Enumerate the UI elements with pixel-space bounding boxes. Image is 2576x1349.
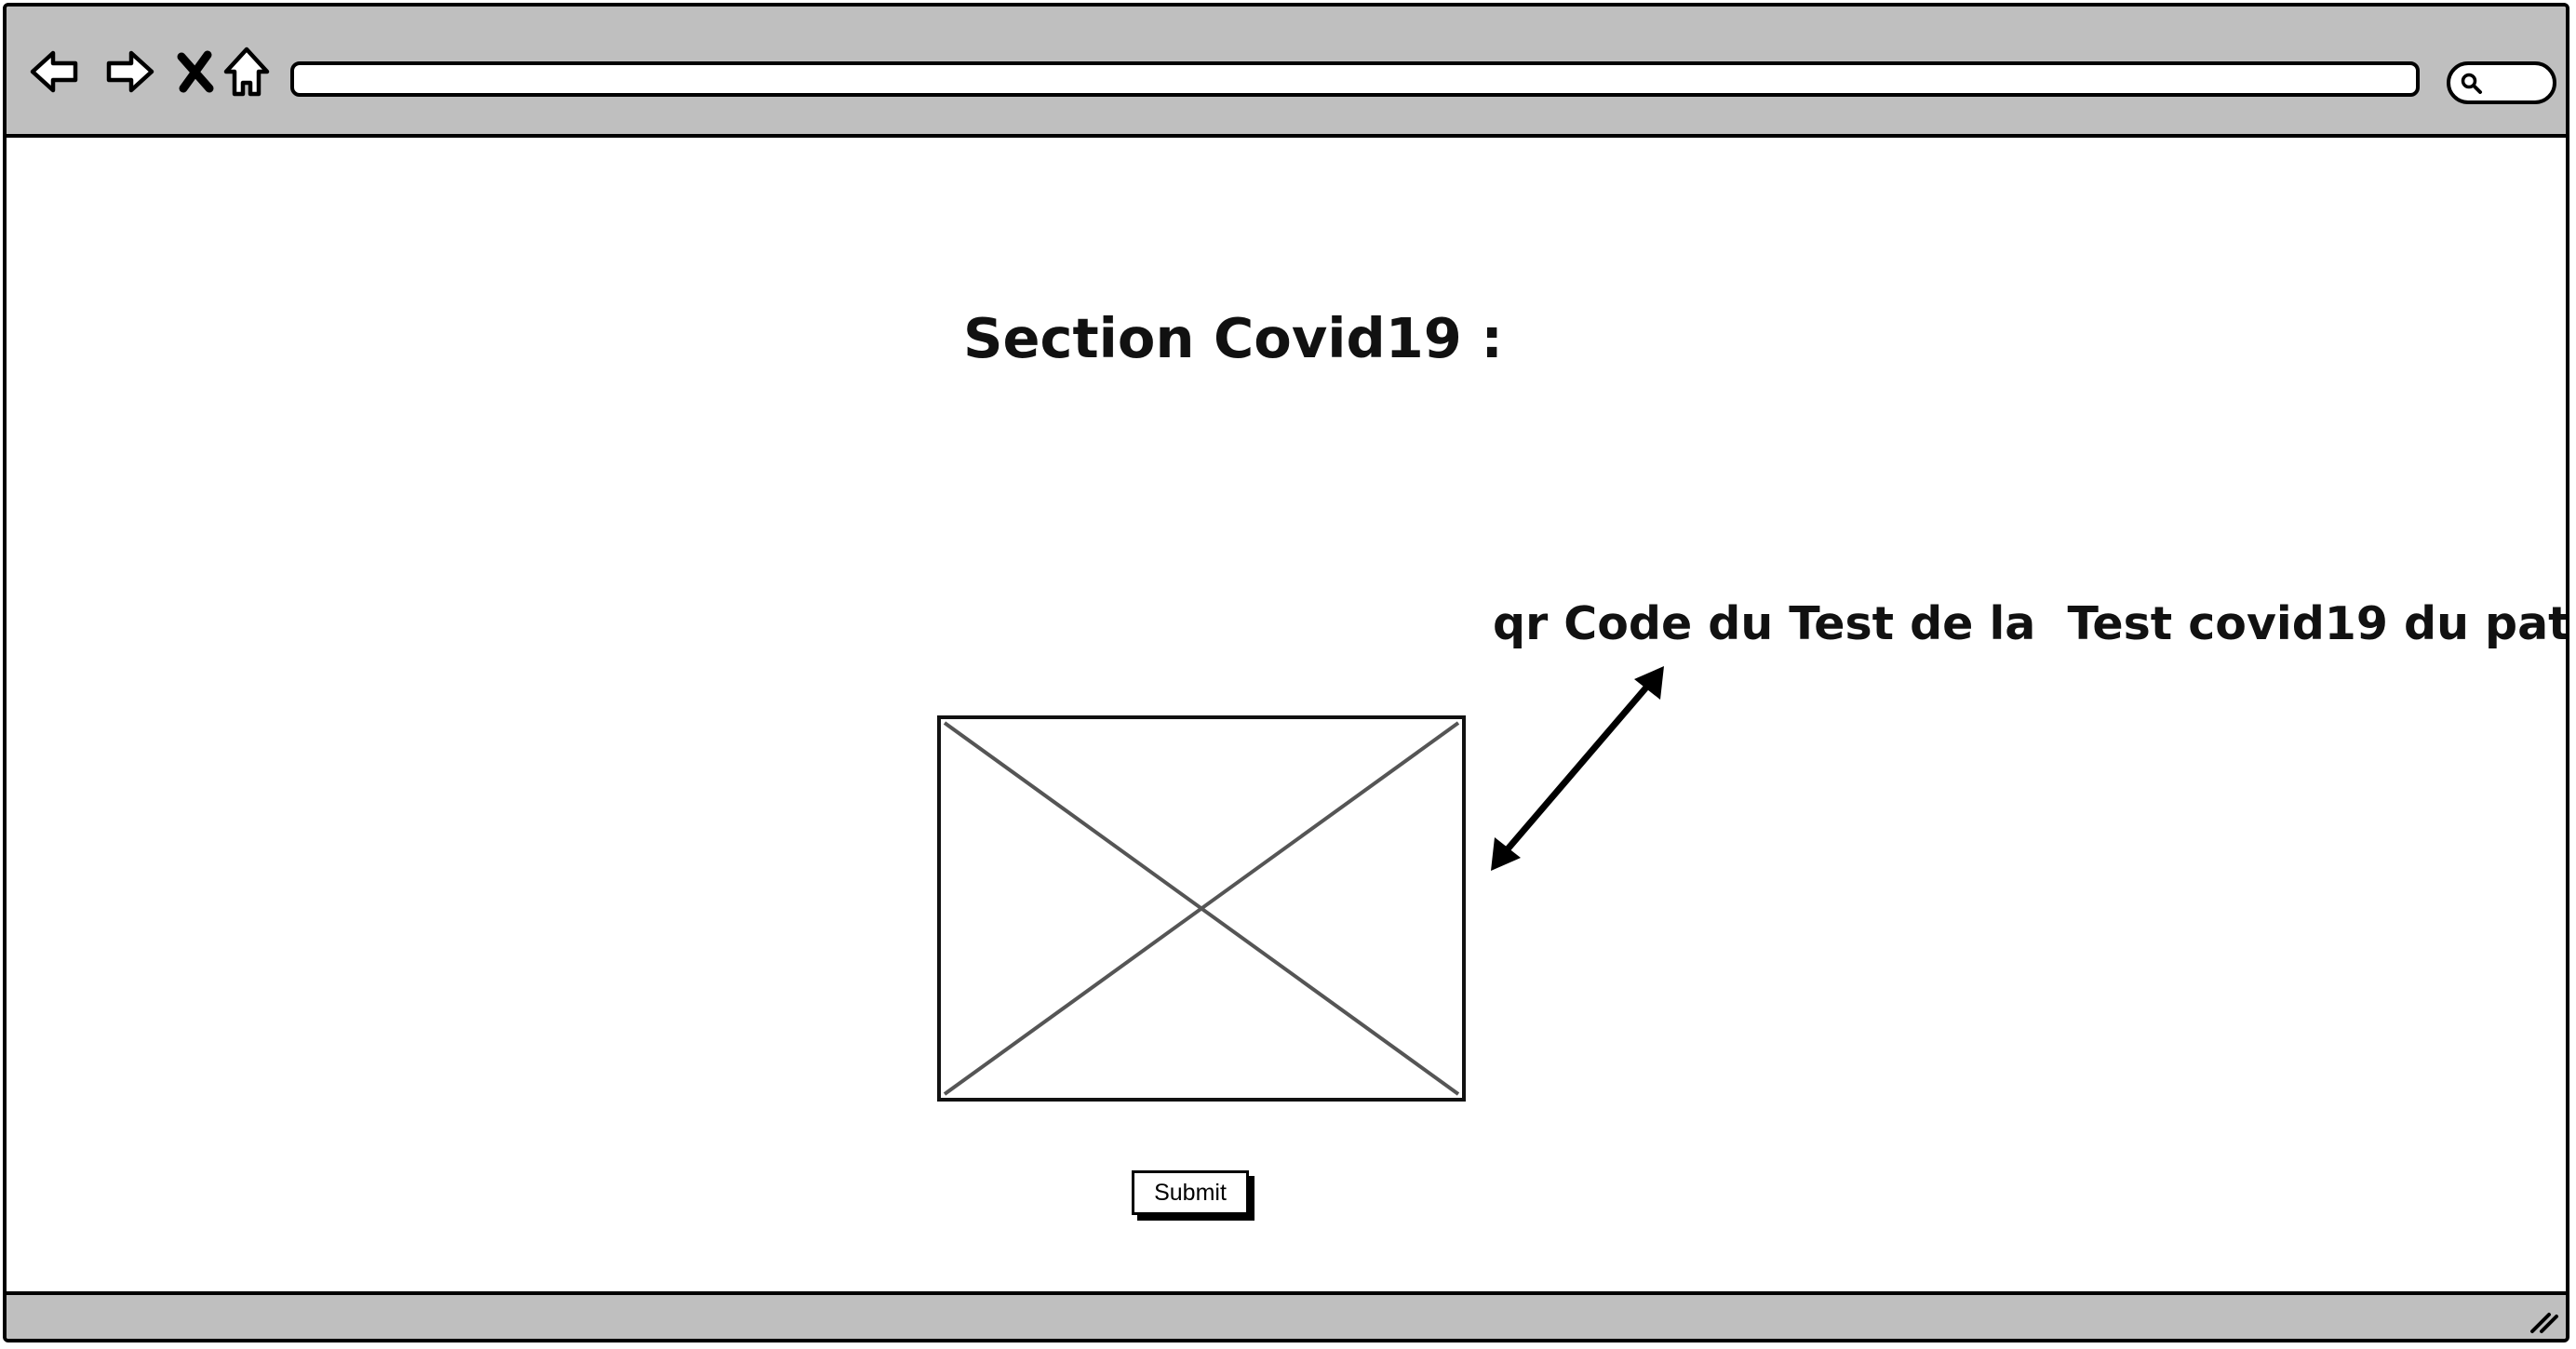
browser-window: Section Covid19 : qr Code du Test de la … (3, 3, 2569, 1342)
page-title: Section Covid19 : (963, 306, 1503, 370)
image-placeholder-icon (943, 721, 1460, 1096)
qr-code-annotation: qr Code du Test de la Test covid19 du pa… (1493, 597, 2569, 650)
close-x-icon[interactable] (172, 44, 219, 100)
forward-arrow-icon[interactable] (101, 44, 157, 100)
resize-grip-icon[interactable] (2529, 1303, 2560, 1335)
home-icon[interactable] (221, 44, 273, 100)
search-icon (2461, 73, 2482, 94)
page-content: Section Covid19 : qr Code du Test de la … (7, 138, 2566, 1299)
back-arrow-icon[interactable] (27, 44, 83, 100)
submit-button[interactable]: Submit (1132, 1170, 1249, 1215)
browser-statusbar (7, 1291, 2566, 1339)
search-box[interactable] (2447, 61, 2556, 104)
browser-toolbar (7, 7, 2566, 138)
double-arrow-icon (1491, 666, 1664, 871)
qr-code-image-placeholder (937, 715, 1466, 1102)
address-bar[interactable] (290, 61, 2420, 97)
